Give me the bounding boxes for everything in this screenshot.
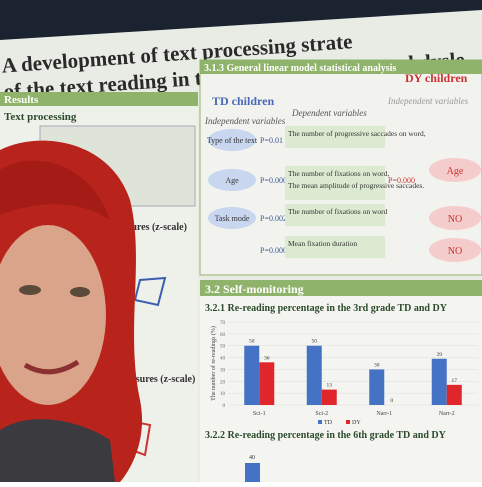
dv-text: The mean amplitude of progressive saccad… [288,181,424,190]
y-tick-label: 20 [220,380,226,385]
iv-oval [208,129,256,151]
dv-text: The number of fixations on word [288,207,388,216]
iv-oval [208,207,256,229]
y-tick-label: 40 [220,357,226,362]
y-tick-label: 70 [220,321,226,326]
x-tick-label: Sci-1 [253,411,266,417]
td-label: TD children [212,94,274,108]
dy-oval [429,238,481,262]
radar [133,276,167,307]
bar [446,384,462,405]
face [0,225,106,405]
scarf [0,419,115,482]
col-header: Independent variables [204,116,286,126]
glm-heading: 3.1.3 General linear model statistical a… [204,63,396,74]
value-label: 13 [327,383,333,389]
iv-oval [208,169,256,191]
dy-text: NO [448,214,462,225]
chart-heading: 3.2.1 Re-reading percentage in the 3rd g… [205,303,448,314]
p-value: P=0.000 [260,176,287,185]
subsection: Text processing [4,111,77,123]
dv-box [285,236,385,258]
value-label: 40 [249,455,255,461]
bar [259,362,275,405]
bangs [0,160,110,220]
section: Results [4,94,39,106]
chart-heading: 3.2.2 Re-reading percentage in the 6th g… [205,430,447,441]
dy-text: Age [447,166,464,177]
glm-rows: Type of the text P=0.01 The number of prog… [207,126,481,262]
bar [244,345,260,405]
legend-label: DY [352,420,361,426]
value-label: 36 [264,355,270,361]
dy-label: DY children [405,71,468,85]
mouth [23,359,80,375]
value-label: 0 [390,398,393,404]
dv-box [285,126,385,148]
bar [369,369,385,405]
bar [306,345,322,405]
iv-text: Type of the text [207,136,258,145]
eye [19,285,41,295]
dy-oval [429,206,481,230]
legend-label: TD [324,420,333,426]
dv-text: The number of progressive saccades on wo… [288,129,426,138]
value-label: 17 [452,378,458,384]
dy-oval [429,158,481,182]
dark-top [0,0,482,40]
dv-text: Mean fixation duration [288,239,357,248]
p-value: P=0.002 [260,214,287,223]
iv-text: Task mode [215,214,250,223]
y-tick-label: 50 [220,345,226,350]
measures: easures (z-scale) [118,222,187,233]
y-tick-label: 0 [223,404,226,409]
dv-box [285,166,385,200]
measures: measures (z-scale) [118,374,195,385]
iv-text: Age [225,176,239,185]
col-header: Independent variables [387,96,469,106]
bar [245,463,260,482]
dy-p-value: P=0.000 [388,176,415,185]
dv-box [285,204,385,226]
value-label: 30 [374,362,380,368]
eye [70,287,90,297]
legend-swatch [318,420,322,424]
glm-bar [200,60,482,74]
value-label: 39 [437,352,443,358]
bar [321,389,337,405]
bar [431,358,447,405]
self-bar [200,280,482,296]
y-tick-label: 30 [220,368,226,373]
p-value: P=0.000 [260,246,287,255]
dy-text: NO [448,246,462,257]
y-tick-label: 60 [220,333,226,338]
p-value: P=0.01 [260,136,283,145]
x-tick-label: Sci-2 [315,411,328,417]
results-bar [0,92,198,106]
value-label: 50 [249,339,255,345]
col-header: Dependent variables [291,108,367,118]
legend-swatch [346,420,350,424]
y-tick-label: 10 [220,392,226,397]
value-label: 50 [312,339,318,345]
dv-text: The number of fixations on word, [288,169,389,178]
self-heading: 3.2 Self-monitoring [205,282,304,296]
y-axis-label: The number of re-readings (%) [210,326,217,401]
x-tick-label: Narr-2 [439,411,455,417]
x-tick-label: Narr-1 [376,411,392,417]
